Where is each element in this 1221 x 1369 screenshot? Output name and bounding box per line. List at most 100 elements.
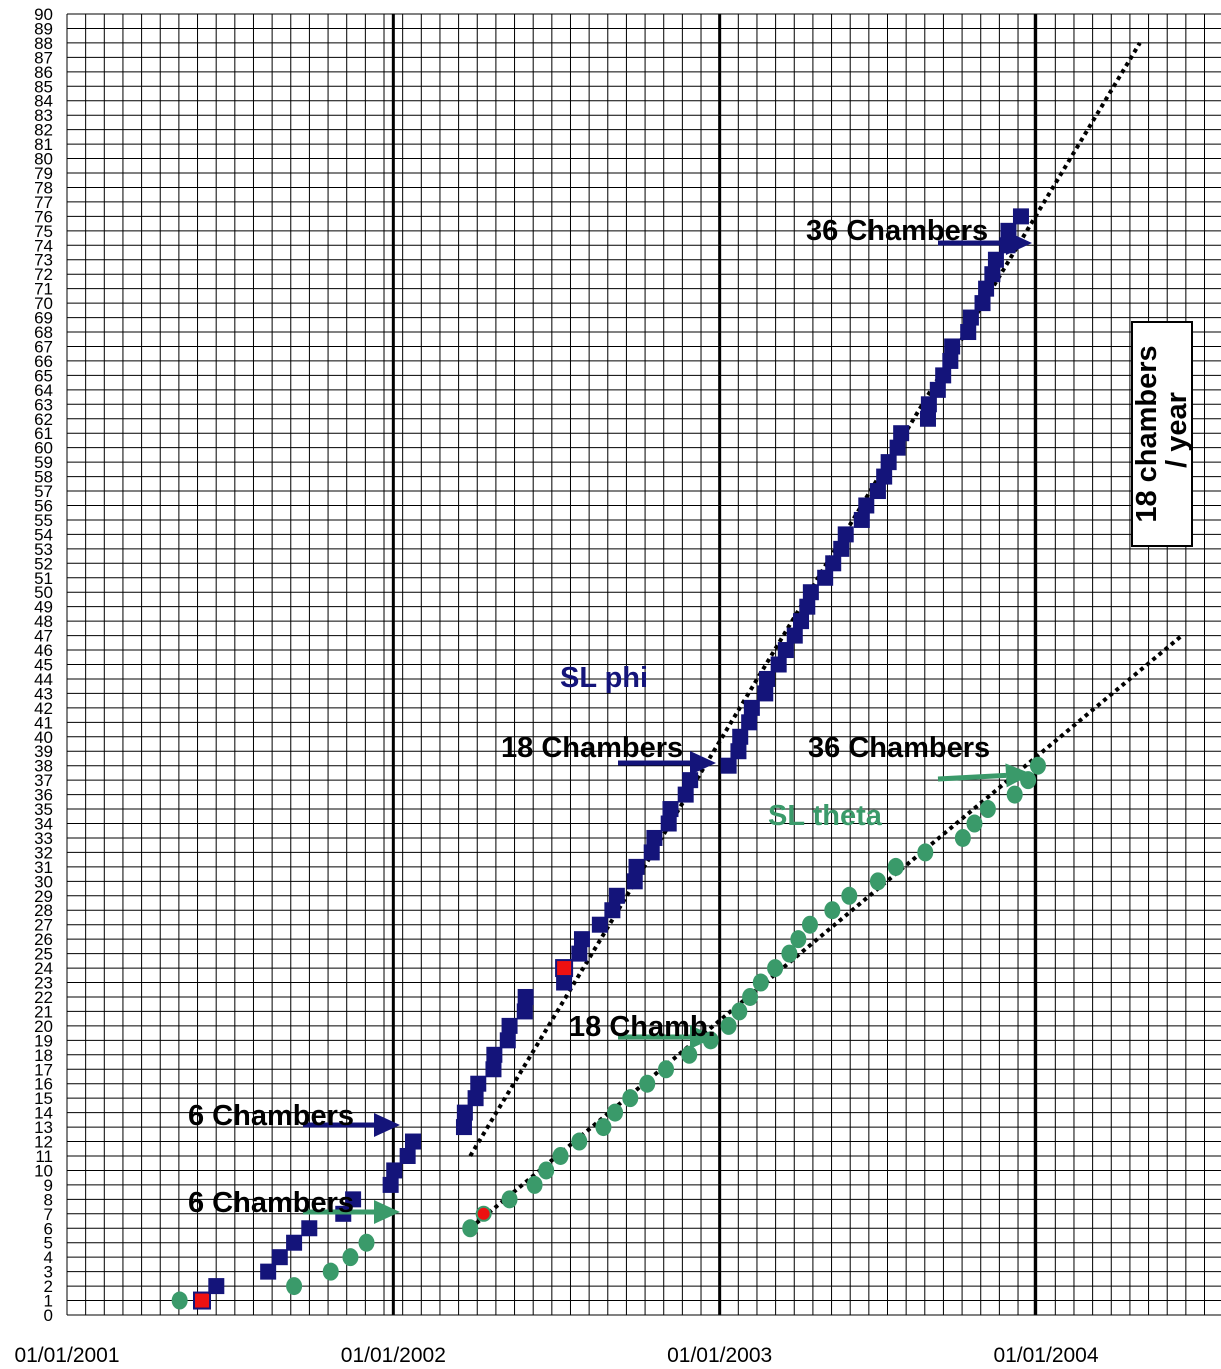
sl-phi-point	[984, 266, 1001, 283]
y-tick-label: 46	[34, 641, 53, 660]
sl-phi-point	[677, 786, 694, 803]
y-tick-label: 55	[34, 511, 53, 530]
sl-phi-point	[646, 829, 663, 846]
sl-phi-point	[960, 324, 977, 341]
sl-phi-point	[399, 1147, 416, 1164]
annotation-theta-label: SL theta	[768, 800, 883, 832]
y-tick-label: 31	[34, 858, 53, 877]
y-tick-label: 70	[34, 294, 53, 313]
y-tick-label: 15	[34, 1089, 53, 1108]
y-tick-label: 50	[34, 583, 53, 602]
y-tick-label: 67	[34, 337, 53, 356]
sl-phi-point	[260, 1263, 277, 1280]
y-tick-label: 37	[34, 771, 53, 790]
sl-phi-point	[626, 873, 643, 890]
y-tick-label: 30	[34, 872, 53, 891]
sl-phi-point	[193, 1291, 212, 1310]
sl-theta-point	[731, 1002, 748, 1021]
rate-label: 18 chambers / year	[1131, 345, 1193, 523]
y-tick-label: 58	[34, 468, 53, 487]
sl-theta-point	[462, 1219, 479, 1238]
sl-phi-point	[869, 483, 886, 500]
y-tick-label: 68	[34, 323, 53, 342]
sl-phi-point	[660, 815, 677, 832]
sl-theta-point	[475, 1205, 492, 1222]
y-tick-label: 79	[34, 164, 53, 183]
y-tick-label: 26	[34, 930, 53, 949]
sl-phi-point	[825, 555, 842, 572]
sl-theta-point	[752, 973, 769, 992]
y-tick-label: 80	[34, 150, 53, 169]
y-tick-label: 83	[34, 106, 53, 125]
annotation-arrow-head	[374, 1113, 400, 1137]
sl-phi-point	[555, 959, 574, 978]
sl-phi-point	[455, 1119, 472, 1136]
sl-phi-point	[876, 468, 893, 485]
sl-phi-point	[962, 309, 979, 326]
y-tick-label: 20	[34, 1017, 53, 1036]
y-tick-label: 57	[34, 482, 53, 501]
sl-phi-point	[987, 251, 1004, 268]
sl-theta-point	[979, 800, 996, 819]
y-tick-label: 75	[34, 222, 53, 241]
y-tick-label: 90	[34, 5, 53, 24]
sl-theta-point	[720, 1016, 737, 1035]
sl-theta-point	[538, 1161, 555, 1180]
y-tick-label: 64	[34, 381, 53, 400]
y-tick-label: 19	[34, 1031, 53, 1050]
y-tick-label: 61	[34, 424, 53, 443]
sl-theta-point	[171, 1291, 188, 1310]
sl-phi-point	[628, 858, 645, 875]
sl-theta-point	[358, 1233, 375, 1252]
sl-theta-point	[742, 987, 759, 1006]
y-tick-label: 84	[34, 92, 53, 111]
annotation-phi-18: 18 Chambers	[501, 732, 683, 764]
sl-phi-point	[978, 280, 995, 297]
year-marker-layer	[391, 14, 1037, 1315]
sl-phi-point	[741, 714, 758, 731]
annotation-theta-36: 36 Chambers	[808, 732, 990, 764]
annotation-arrow-head	[690, 751, 716, 775]
y-tick-label: 56	[34, 496, 53, 515]
sl-theta-point	[887, 857, 904, 876]
sl-phi-point	[467, 1090, 484, 1107]
sl-theta-point	[801, 915, 818, 934]
sl-theta-point	[639, 1074, 656, 1093]
y-tick-label: 73	[34, 251, 53, 270]
sl-phi-point	[608, 887, 625, 904]
sl-theta-point	[526, 1175, 543, 1194]
sl-theta-point	[322, 1262, 339, 1281]
y-tick-label: 47	[34, 627, 53, 646]
y-tick-label: 59	[34, 453, 53, 472]
sl-phi-point	[470, 1075, 487, 1092]
sl-theta-point	[607, 1103, 624, 1122]
y-tick-label: 34	[34, 815, 53, 834]
y-tick-label: 5	[44, 1234, 53, 1253]
sl-phi-point	[485, 1061, 502, 1078]
sl-phi-point	[893, 425, 910, 442]
sl-phi-point	[604, 902, 621, 919]
y-tick-label: 17	[34, 1060, 53, 1079]
sl-phi-point	[853, 511, 870, 528]
sl-phi-point	[643, 844, 660, 861]
y-tick-label: 18	[34, 1046, 53, 1065]
sl-phi-point	[889, 439, 906, 456]
annotation-phi-36: 36 Chambers	[806, 215, 988, 247]
annotation-arrow-head	[374, 1200, 400, 1224]
y-tick-label: 10	[34, 1161, 53, 1180]
sl-phi-point	[799, 598, 816, 615]
sl-theta-point	[824, 901, 841, 920]
annotation-theta-6: 6 Chambers	[188, 1187, 354, 1219]
trend-line	[468, 634, 1184, 1230]
y-tick-label: 88	[34, 34, 53, 53]
sl-phi-point	[516, 1003, 533, 1020]
data-point-layer	[171, 208, 1046, 1310]
sl-phi-point	[837, 526, 854, 543]
y-tick-label: 81	[34, 135, 53, 154]
grid-layer	[66, 13, 1221, 1316]
sl-theta-point	[622, 1089, 639, 1108]
sl-phi-point	[573, 931, 590, 948]
y-tick-label: 71	[34, 280, 53, 299]
y-tick-label: 40	[34, 728, 53, 747]
